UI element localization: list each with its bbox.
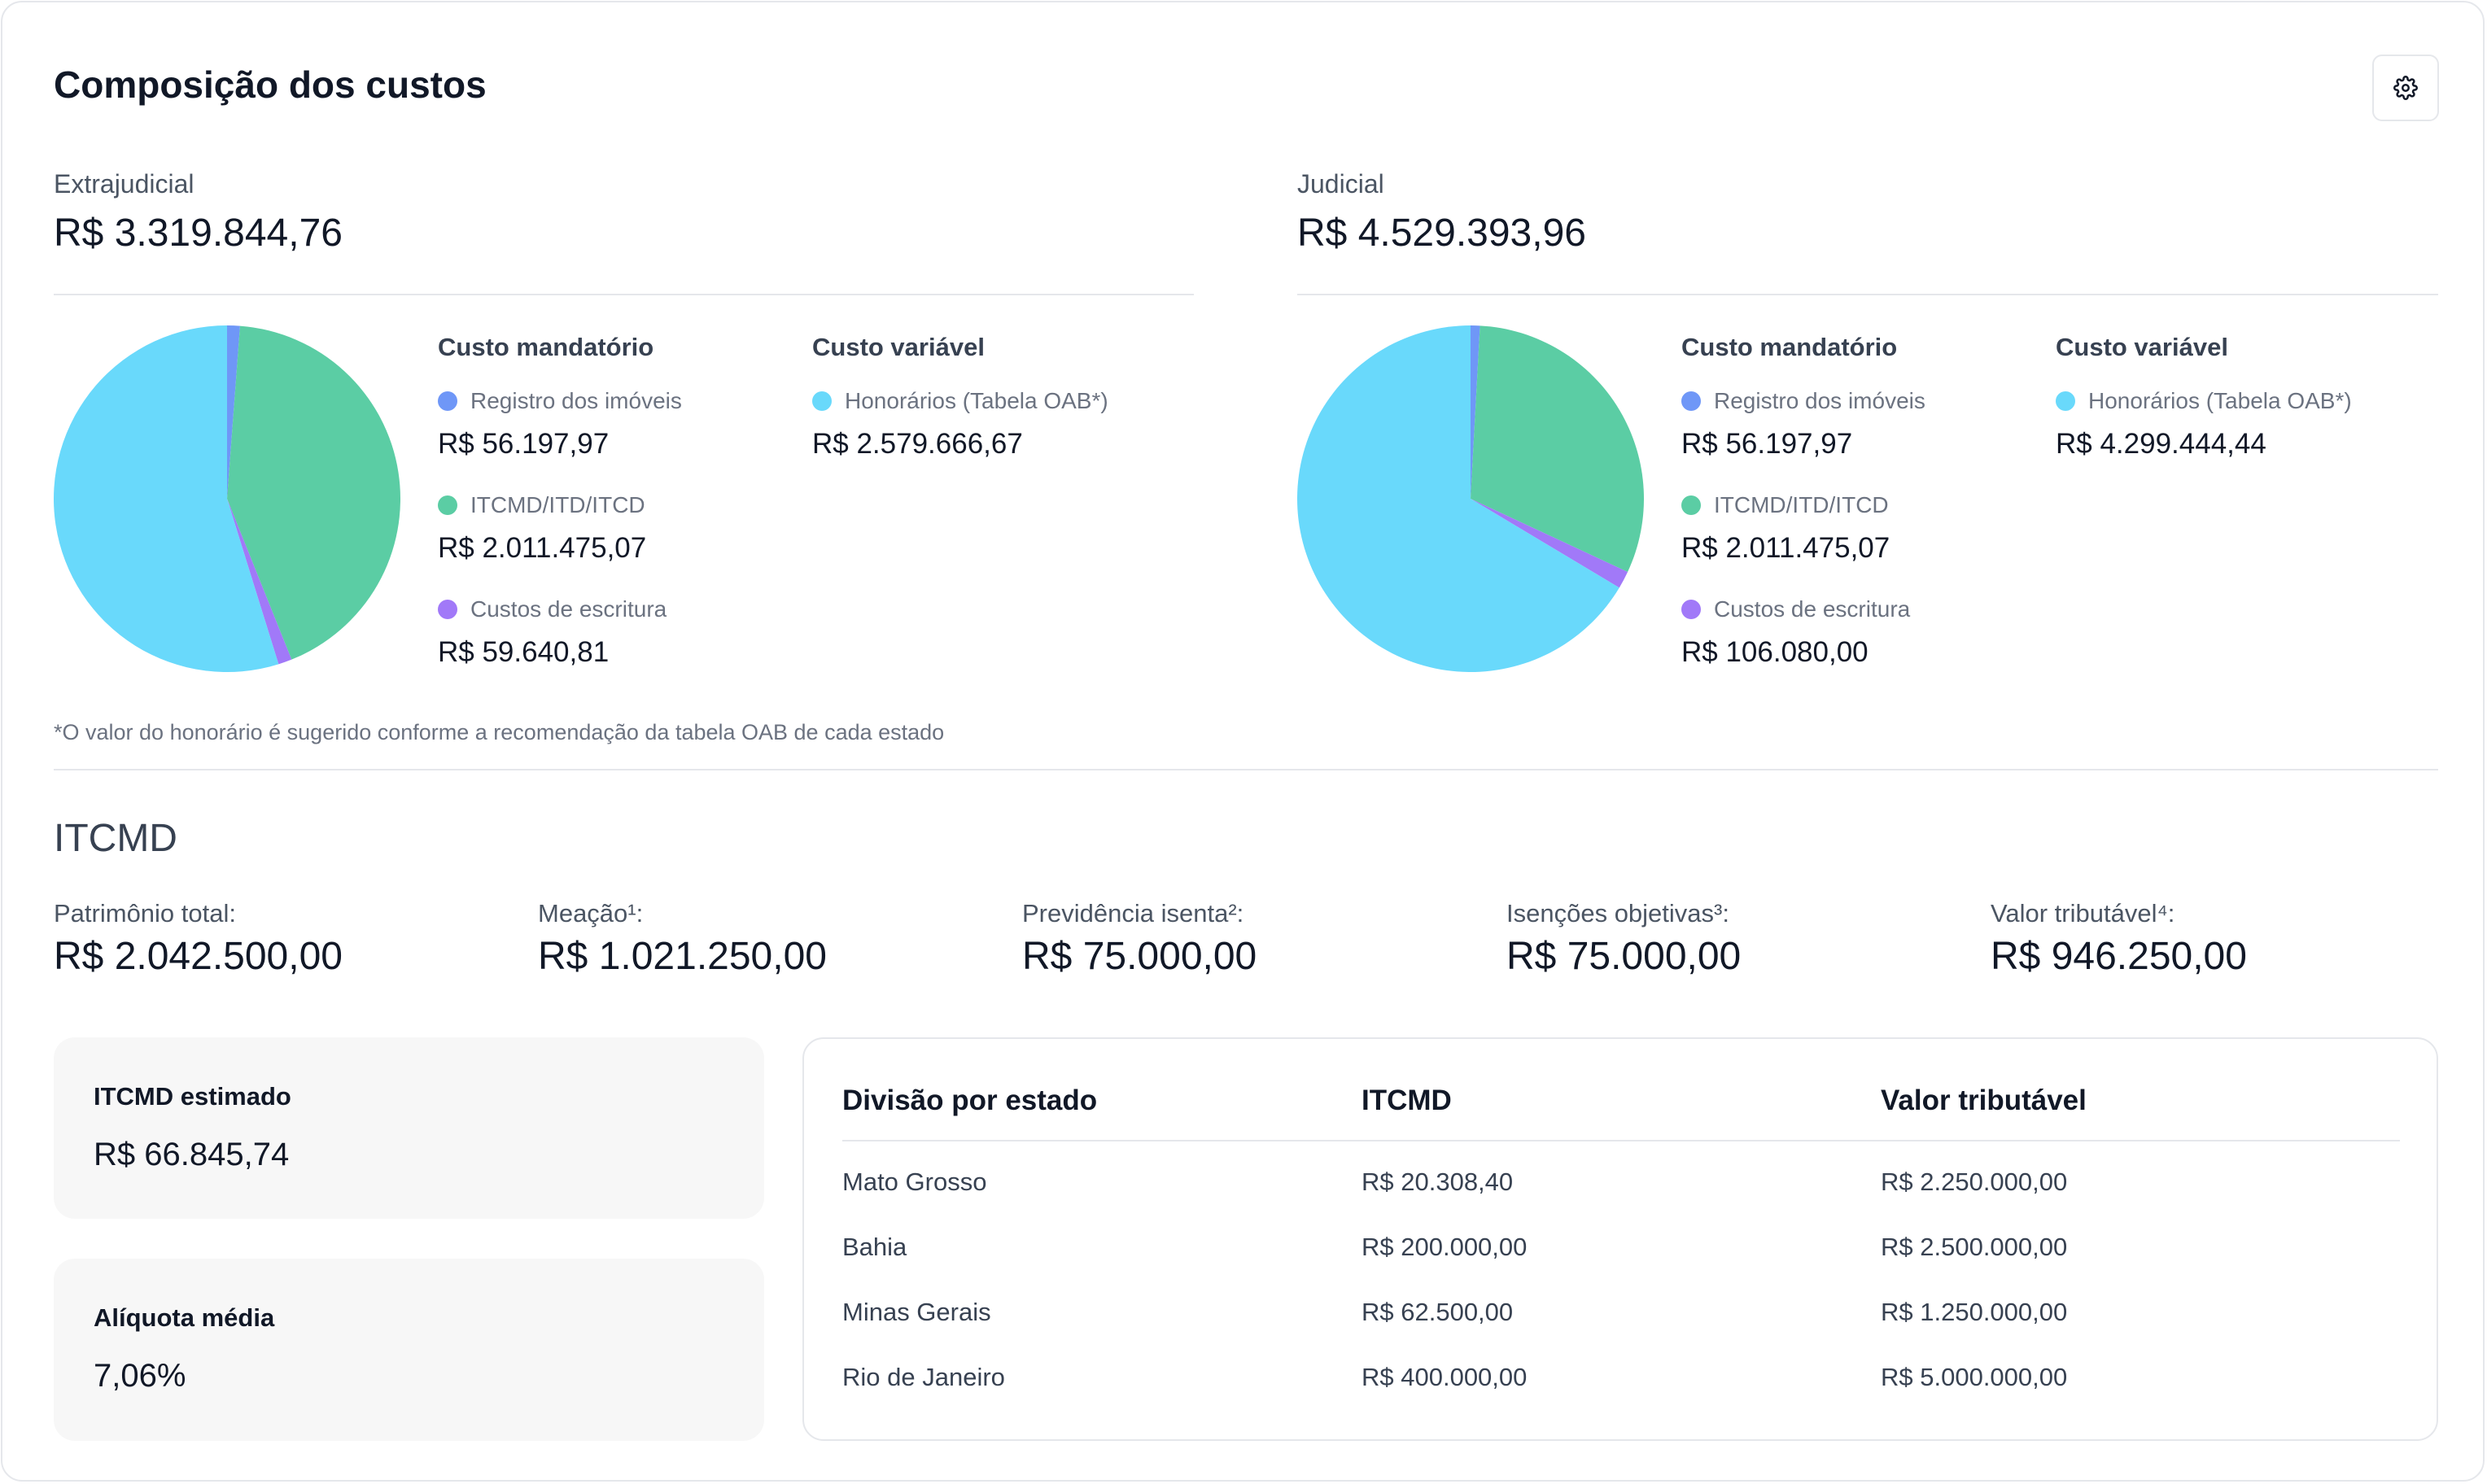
judicial-pie-chart bbox=[1297, 325, 1644, 672]
extrajudicial-label: Extrajudicial bbox=[54, 169, 195, 199]
legend-label: ITCMD/ITD/ITCD bbox=[1714, 492, 1889, 517]
legend-dot bbox=[2056, 391, 2075, 411]
legend-label: Custos de escritura bbox=[470, 596, 667, 622]
legend-value-escritura: R$ 59.640,81 bbox=[438, 636, 610, 668]
legend-value-honorarios: R$ 2.579.666,67 bbox=[812, 428, 1023, 460]
legend-item-honorarios: Honorários (Tabela OAB*) bbox=[812, 388, 1108, 414]
pie-slice-registro bbox=[1471, 325, 1480, 499]
metric-value-previdencia: R$ 75.000,00 bbox=[1022, 935, 1257, 978]
legend-label: Honorários (Tabela OAB*) bbox=[845, 388, 1108, 413]
table-cell: R$ 2.250.000,00 bbox=[1881, 1168, 2068, 1196]
divider bbox=[1297, 294, 2438, 295]
legend-dot bbox=[438, 391, 457, 411]
legend-item-escritura: Custos de escritura bbox=[1681, 596, 1910, 622]
table-cell: R$ 20.308,40 bbox=[1362, 1168, 1514, 1196]
column-header-itcmd: ITCMD bbox=[1362, 1085, 1452, 1116]
divider bbox=[54, 294, 1194, 295]
metric-label-meacao: Meação¹: bbox=[538, 899, 644, 928]
metric-value-isencoes: R$ 75.000,00 bbox=[1506, 935, 1742, 978]
legend-label: Registro dos imóveis bbox=[470, 388, 682, 413]
legend-value-itcmd: R$ 2.011.475,07 bbox=[438, 532, 647, 564]
legend-dot bbox=[438, 495, 457, 515]
pie-slice-itcmd bbox=[227, 325, 400, 660]
legend-value-registro: R$ 56.197,97 bbox=[438, 428, 610, 460]
table-cell: R$ 400.000,00 bbox=[1362, 1363, 1528, 1391]
legend-label: Honorários (Tabela OAB*) bbox=[2088, 388, 2352, 413]
judicial-mandatory-heading: Custo mandatório bbox=[1681, 333, 1898, 361]
legend-dot bbox=[812, 391, 832, 411]
column-header-valor-tributavel: Valor tributável bbox=[1881, 1085, 2087, 1116]
metric-label-isencoes: Isenções objetivas³: bbox=[1506, 899, 1729, 928]
legend-value-registro: R$ 56.197,97 bbox=[1681, 428, 1853, 460]
metric-label-previdencia: Previdência isenta²: bbox=[1022, 899, 1244, 928]
legend-value-escritura: R$ 106.080,00 bbox=[1681, 636, 1869, 668]
itcmd-title: ITCMD bbox=[54, 817, 177, 860]
legend-item-itcmd: ITCMD/ITD/ITCD bbox=[438, 492, 645, 518]
footnote: *O valor do honorário é sugerido conform… bbox=[54, 720, 945, 744]
extrajudicial-total: R$ 3.319.844,76 bbox=[54, 212, 343, 255]
judicial-label: Judicial bbox=[1297, 169, 1384, 199]
table-divider bbox=[842, 1140, 2400, 1141]
legend-label: Custos de escritura bbox=[1714, 596, 1911, 622]
judicial-total: R$ 4.529.393,96 bbox=[1297, 212, 1586, 255]
table-cell: R$ 62.500,00 bbox=[1362, 1298, 1514, 1326]
table-cell: Rio de Janeiro bbox=[842, 1363, 1005, 1391]
extrajudicial-mandatory-heading: Custo mandatório bbox=[438, 333, 654, 361]
metric-label-valor-tributavel: Valor tributável⁴: bbox=[1991, 899, 2175, 928]
pie-slice-itcmd bbox=[1471, 325, 1644, 572]
table-cell: Minas Gerais bbox=[842, 1298, 991, 1326]
judicial-variable-heading: Custo variável bbox=[2056, 333, 2228, 361]
legend-value-itcmd: R$ 2.011.475,07 bbox=[1681, 532, 1890, 564]
settings-button[interactable] bbox=[2372, 55, 2439, 121]
legend-dot bbox=[1681, 600, 1701, 619]
legend-item-honorarios: Honorários (Tabela OAB*) bbox=[2056, 388, 2352, 414]
pie-slice-honorarios bbox=[54, 325, 279, 672]
legend-label: Registro dos imóveis bbox=[1714, 388, 1925, 413]
pie-slice-escritura bbox=[1471, 499, 1628, 588]
extrajudicial-variable-heading: Custo variável bbox=[812, 333, 985, 361]
page-title: Composição dos custos bbox=[54, 63, 487, 106]
legend-item-registro: Registro dos imóveis bbox=[1681, 388, 1925, 414]
metric-value-valor-tributavel: R$ 946.250,00 bbox=[1991, 935, 2247, 978]
average-rate-label: Alíquota média bbox=[94, 1303, 275, 1332]
pie-slice-registro bbox=[227, 325, 240, 499]
metric-value-patrimonio: R$ 2.042.500,00 bbox=[54, 935, 343, 978]
table-cell: R$ 5.000.000,00 bbox=[1881, 1363, 2068, 1391]
legend-dot bbox=[1681, 391, 1701, 411]
itcmd-estimated-label: ITCMD estimado bbox=[94, 1082, 291, 1111]
table-cell: Bahia bbox=[842, 1233, 907, 1261]
average-rate-value: 7,06% bbox=[94, 1358, 186, 1394]
itcmd-estimated-value: R$ 66.845,74 bbox=[94, 1137, 290, 1172]
metric-label-patrimonio: Patrimônio total: bbox=[54, 899, 236, 928]
gear-icon bbox=[2393, 76, 2418, 100]
table-cell: R$ 200.000,00 bbox=[1362, 1233, 1528, 1261]
average-rate-card: Alíquota média 7,06% bbox=[54, 1259, 764, 1441]
table-cell: Mato Grosso bbox=[842, 1168, 987, 1196]
column-header-state: Divisão por estado bbox=[842, 1085, 1098, 1116]
legend-label: ITCMD/ITD/ITCD bbox=[470, 492, 645, 517]
table-cell: R$ 2.500.000,00 bbox=[1881, 1233, 2068, 1261]
legend-item-escritura: Custos de escritura bbox=[438, 596, 667, 622]
table-cell: R$ 1.250.000,00 bbox=[1881, 1298, 2068, 1326]
divider bbox=[54, 769, 2438, 770]
legend-item-itcmd: ITCMD/ITD/ITCD bbox=[1681, 492, 1889, 518]
extrajudicial-pie-chart bbox=[54, 325, 400, 672]
legend-dot bbox=[1681, 495, 1701, 515]
state-division-table: Divisão por estado ITCMD Valor tributáve… bbox=[802, 1037, 2438, 1441]
metric-value-meacao: R$ 1.021.250,00 bbox=[538, 935, 827, 978]
itcmd-estimated-card: ITCMD estimado R$ 66.845,74 bbox=[54, 1037, 764, 1219]
legend-item-registro: Registro dos imóveis bbox=[438, 388, 682, 414]
legend-dot bbox=[438, 600, 457, 619]
pie-slice-escritura bbox=[227, 499, 292, 665]
legend-value-honorarios: R$ 4.299.444,44 bbox=[2056, 428, 2266, 460]
pie-slice-honorarios bbox=[1297, 325, 1619, 672]
